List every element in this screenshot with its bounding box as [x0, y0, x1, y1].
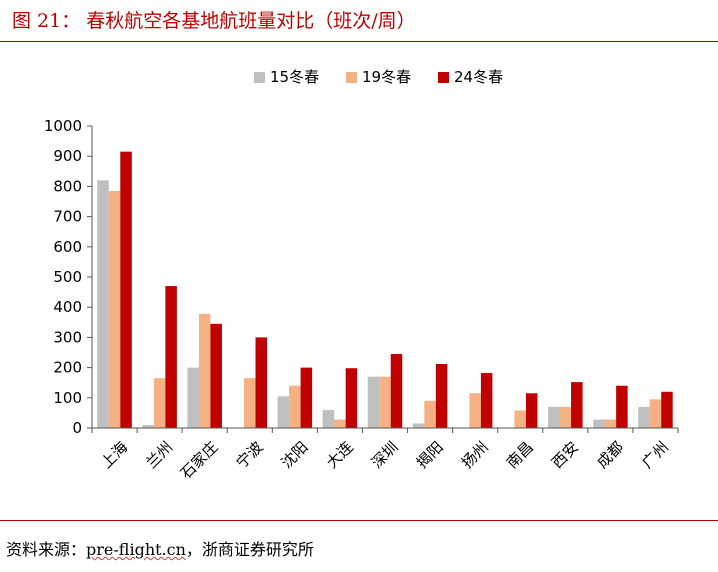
- bar: [480, 373, 493, 428]
- legend-label: 15冬春: [270, 68, 319, 86]
- bar: [153, 378, 166, 428]
- bar-series: [97, 151, 673, 429]
- bar: [187, 367, 199, 428]
- bar: [277, 396, 290, 428]
- bar: [210, 323, 222, 428]
- x-category-label: 深圳: [368, 438, 402, 472]
- y-axis: 0 100 200 300 400 500 600 700 800 900 1000: [44, 117, 93, 437]
- bar: [525, 393, 538, 428]
- legend-label: 19冬春: [362, 68, 411, 86]
- y-tick-label: 400: [53, 298, 82, 316]
- bar: [469, 393, 481, 428]
- y-tick-label: 300: [53, 328, 82, 346]
- figure-title: 图 21： 春秋航空各基地航班量对比（班次/周）: [12, 10, 416, 32]
- y-tick-label: 0: [72, 419, 82, 437]
- x-category-label: 大连: [323, 438, 357, 472]
- y-tick-label: 1000: [44, 117, 82, 135]
- x-category-label: 石家庄: [177, 438, 222, 483]
- y-tick-label: 600: [53, 238, 82, 256]
- x-category-label: 沈阳: [278, 438, 312, 472]
- x-category-label: 广州: [638, 438, 672, 472]
- x-category-label: 兰州: [142, 438, 176, 472]
- y-tick-label: 100: [53, 389, 82, 407]
- source-prefix: 资料来源：: [6, 540, 87, 559]
- bar: [571, 382, 583, 428]
- x-category-label: 揭阳: [413, 438, 447, 472]
- bar: [514, 410, 526, 428]
- y-tick-label: 800: [53, 177, 82, 195]
- bar: [616, 385, 628, 428]
- source-suffix: ，浙商证券研究所: [185, 540, 314, 559]
- bar: [379, 376, 391, 428]
- legend-swatch: [438, 72, 449, 83]
- bar: [289, 385, 301, 428]
- bar: [412, 423, 425, 428]
- legend-swatch: [346, 72, 357, 83]
- source-note: 资料来源：pre-flight.cn，浙商证券研究所: [6, 536, 314, 560]
- bar: [548, 406, 560, 428]
- x-category-label: 扬州: [458, 438, 492, 472]
- bar: [244, 378, 256, 428]
- bar: [367, 376, 380, 428]
- x-category-label: 南昌: [503, 438, 537, 472]
- x-category-label: 成都: [593, 438, 627, 472]
- chart-legend: 15冬春 19冬春 24冬春: [254, 68, 503, 86]
- title-divider: [0, 41, 718, 42]
- bar: [108, 190, 121, 428]
- bar: [424, 400, 436, 428]
- x-category-label: 宁波: [233, 438, 267, 472]
- legend-label: 24冬春: [454, 68, 503, 86]
- y-tick-label: 900: [53, 147, 82, 165]
- bar-chart: 15冬春 19冬春 24冬春 0 100 200 300 400 500 600 700 800 90…: [44, 68, 679, 483]
- y-tick-label: 200: [53, 359, 82, 377]
- bar: [638, 406, 650, 428]
- legend-swatch: [254, 72, 265, 83]
- x-category-label: 上海: [97, 438, 131, 472]
- bar: [300, 367, 313, 428]
- x-axis: 上海 兰州 石家庄 宁波 沈阳 大连 深圳 揭阳 扬州 南昌 西安 成都 广州: [91, 427, 679, 483]
- bar: [198, 313, 211, 428]
- bar: [559, 406, 572, 428]
- bar: [649, 399, 662, 428]
- y-tick-label: 700: [53, 208, 82, 226]
- bar: [390, 354, 403, 428]
- bar: [334, 419, 346, 428]
- source-url: pre-flight.cn: [86, 540, 186, 559]
- bar: [322, 409, 335, 428]
- bar: [97, 180, 109, 428]
- bar: [593, 419, 605, 428]
- footer-divider: [0, 520, 718, 521]
- y-tick-label: 500: [53, 268, 82, 286]
- x-category-label: 西安: [548, 438, 582, 472]
- bar: [661, 391, 673, 428]
- bar: [255, 337, 268, 428]
- bar: [142, 424, 154, 428]
- bar: [120, 151, 132, 429]
- bar: [345, 368, 358, 428]
- bar: [435, 363, 448, 428]
- bar: [165, 286, 177, 428]
- bar: [604, 419, 617, 428]
